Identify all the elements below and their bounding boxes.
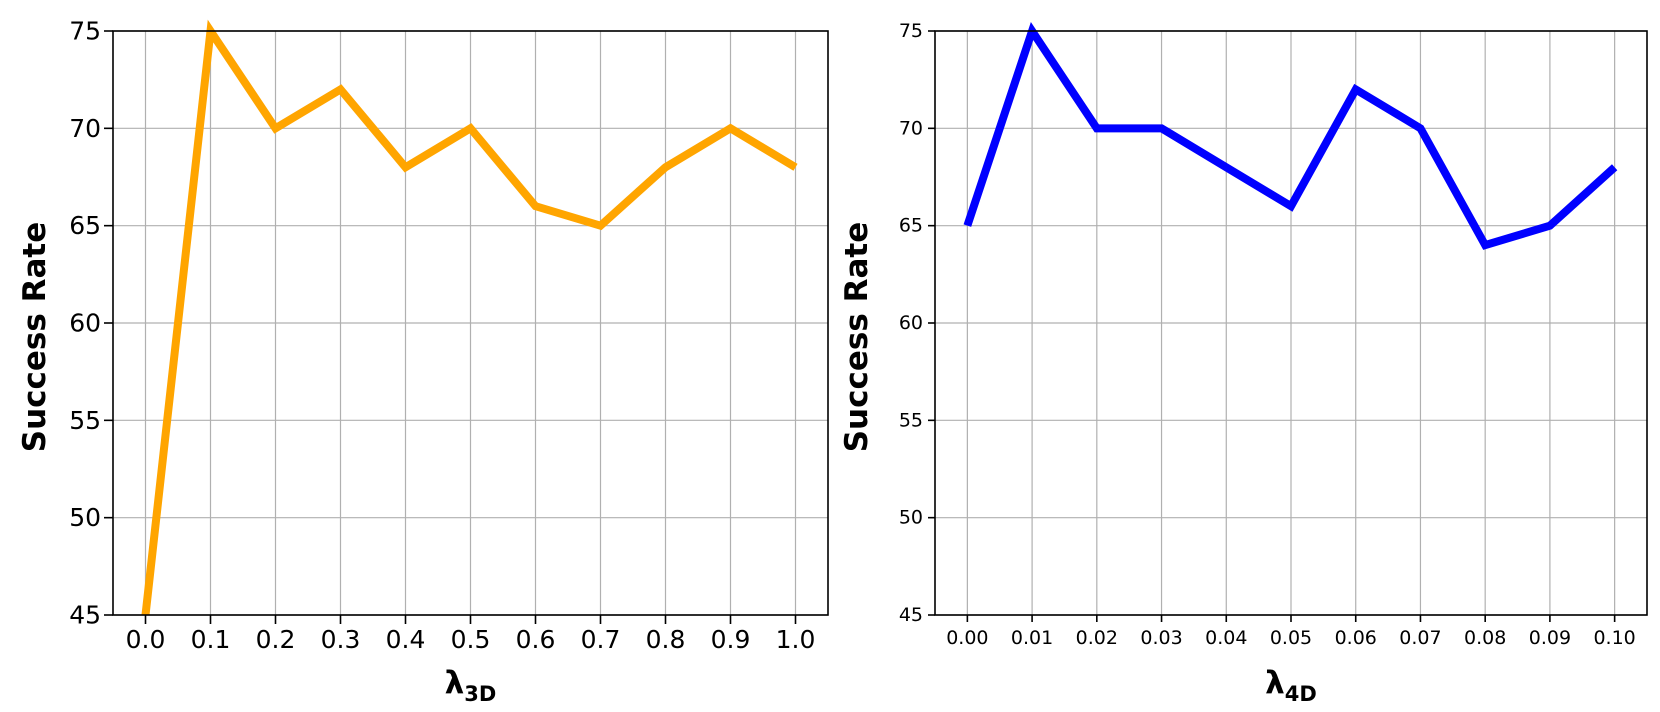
y-tick-label: 70	[899, 117, 923, 139]
y-tick-label: 75	[69, 17, 101, 46]
x-tick-label: 0.5	[451, 625, 491, 654]
y-tick-label: 50	[899, 507, 923, 529]
chart-lambda-3d: 45 50 55 60 65 70 75 0.0 0.1 0.2 0.3 0.4 0.5 0.6 0.7 0.…	[17, 17, 829, 706]
y-tick-label: 70	[69, 114, 101, 143]
x-tick-label: 0.3	[321, 625, 361, 654]
x-tick-label: 0.0	[126, 625, 166, 654]
y-tick-label: 45	[899, 604, 923, 626]
x-tick-label: 0.05	[1270, 627, 1312, 649]
x-axis-label-subscript: 3D	[464, 682, 496, 706]
x-axis-label-main: λ	[445, 665, 465, 701]
x-axis-label-subscript: 4D	[1285, 682, 1317, 706]
y-tick-label: 55	[69, 406, 101, 435]
x-tick-label: 0.4	[386, 625, 426, 654]
y-axis-label: Success Rate	[17, 222, 53, 453]
y-tick-label: 60	[899, 312, 923, 334]
y-tick-label: 65	[69, 211, 101, 240]
x-tick-label: 0.1	[191, 625, 231, 654]
chart-lambda-4d: 45 50 55 60 65 70 75 0.00 0.01 0.02 0.03 0.04 0.05 0.…	[839, 20, 1648, 706]
x-tick-label: 0.7	[581, 625, 621, 654]
y-tick-label: 50	[69, 503, 101, 532]
x-axis-label: λ4D	[1265, 665, 1317, 706]
x-tick-label: 0.6	[516, 625, 556, 654]
x-tick-label: 0.9	[711, 625, 751, 654]
y-tick-label: 75	[899, 20, 923, 42]
x-tick-label: 0.00	[946, 627, 988, 649]
x-tick-label: 1.0	[776, 625, 816, 654]
x-tick-label: 0.02	[1076, 627, 1118, 649]
x-tick-label: 0.10	[1593, 627, 1635, 649]
y-axis-label: Success Rate	[839, 222, 875, 453]
x-axis-label: λ3D	[445, 665, 497, 706]
x-tick-label: 0.09	[1529, 627, 1571, 649]
y-tick-label: 45	[69, 601, 101, 630]
x-tick-label: 0.01	[1011, 627, 1053, 649]
y-tick-label: 60	[69, 309, 101, 338]
x-tick-label: 0.8	[646, 625, 686, 654]
x-tick-label: 0.03	[1140, 627, 1182, 649]
y-tick-label: 65	[899, 215, 923, 237]
x-tick-label: 0.08	[1464, 627, 1506, 649]
x-axis-label-main: λ	[1265, 665, 1285, 701]
x-tick-label: 0.2	[256, 625, 296, 654]
x-tick-label: 0.07	[1399, 627, 1441, 649]
y-tick-label: 55	[899, 409, 923, 431]
x-tick-label: 0.06	[1335, 627, 1377, 649]
x-tick-label: 0.04	[1205, 627, 1247, 649]
